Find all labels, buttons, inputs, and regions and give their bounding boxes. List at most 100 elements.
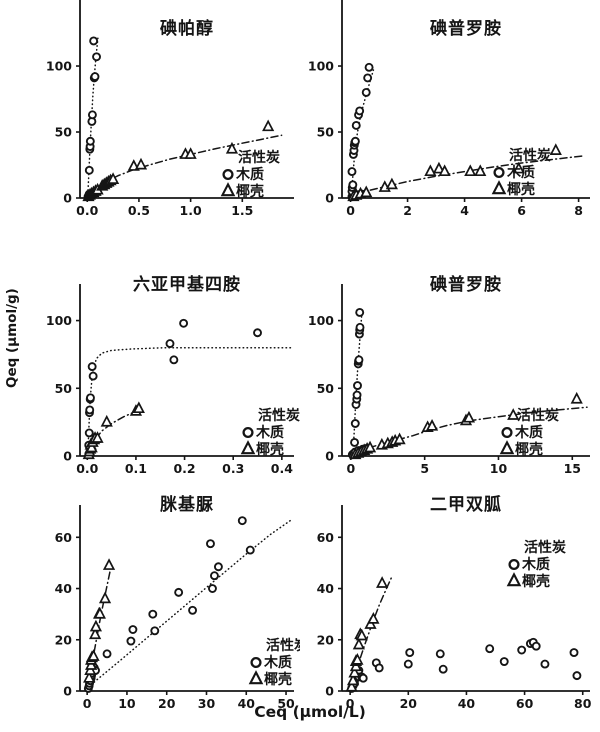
coconut-marker <box>549 143 562 155</box>
x-tick-label: 15 <box>564 461 581 476</box>
coconut-marker <box>512 161 525 174</box>
x-tick-label: 0.4 <box>271 461 293 476</box>
wood-marker <box>208 584 217 593</box>
wood-marker <box>354 355 364 365</box>
y-tick-label: 60 <box>55 530 73 545</box>
x-tick-label: 0 <box>346 696 355 711</box>
coconut-marker <box>98 591 112 604</box>
y-tick-label: 50 <box>55 125 73 140</box>
wood-marker <box>569 648 579 658</box>
wood-marker <box>92 52 101 62</box>
wood-marker <box>126 636 136 646</box>
coconut-marker <box>352 637 365 650</box>
coconut-marker <box>87 649 100 661</box>
wood-marker <box>84 165 94 175</box>
wood-marker <box>86 393 95 403</box>
wood-marker <box>102 649 112 659</box>
coconut-fit-line <box>355 155 586 196</box>
coconut-marker <box>462 410 476 423</box>
circle-icon <box>250 656 262 669</box>
x-tick-label: 20 <box>400 696 418 711</box>
wood-marker <box>350 438 359 447</box>
x-tick-label: 4 <box>460 203 469 218</box>
coconut-marker <box>106 172 120 184</box>
wood-marker <box>347 167 357 177</box>
circle-icon <box>493 166 505 179</box>
coconut-marker <box>93 606 106 619</box>
y-tick-label: 40 <box>55 581 73 596</box>
circle-icon <box>508 558 520 571</box>
coconut-marker <box>507 408 520 420</box>
x-tick-label: 80 <box>574 696 592 711</box>
wood-marker <box>148 609 158 619</box>
legend-item-coconut: 椰壳 <box>256 441 284 458</box>
triangle-icon <box>499 440 515 455</box>
x-tick-label: 2 <box>403 203 412 218</box>
wood-marker <box>353 381 362 391</box>
coconut-marker <box>225 141 239 154</box>
wood-marker <box>237 516 247 526</box>
subplot-iopromide-1: 碘普罗胺 0 2 4 6 8 0 50 100 活性炭 木质 椰壳 <box>300 0 600 244</box>
coconut-marker <box>363 440 377 453</box>
y-tick-label: 100 <box>308 313 334 328</box>
legend-item-wood: 木质 <box>506 164 535 181</box>
wood-marker <box>128 625 138 634</box>
legend-title: 活性炭 <box>266 637 300 654</box>
coconut-marker <box>376 576 389 588</box>
coconut-marker <box>348 665 361 678</box>
x-tick-label: 0 <box>347 461 356 476</box>
y-tick-label: 0 <box>63 684 72 699</box>
x-tick-label: 0.3 <box>222 461 244 476</box>
circle-icon <box>242 426 254 439</box>
wood-marker <box>84 428 94 438</box>
coconut-marker <box>346 673 360 686</box>
wood-marker <box>87 362 97 372</box>
y-tick-label: 0 <box>63 191 72 206</box>
wood-marker <box>517 645 527 655</box>
coconut-marker <box>83 670 96 683</box>
x-tick-label: 0.0 <box>76 203 98 218</box>
triangle-icon <box>220 182 236 197</box>
legend-item-wood: 木质 <box>235 166 264 183</box>
y-tick-label: 50 <box>317 381 335 396</box>
x-tick-label: 8 <box>574 203 583 218</box>
wood-marker <box>350 136 360 146</box>
x-tick-label: 50 <box>277 696 295 711</box>
wood-marker <box>350 419 360 428</box>
coconut-marker <box>345 679 358 692</box>
wood-marker <box>85 405 95 415</box>
wood-marker <box>403 659 413 669</box>
wood-marker <box>206 539 215 549</box>
wood-marker <box>90 72 100 82</box>
coconut-marker <box>464 164 477 177</box>
x-tick-label: 0.5 <box>128 203 150 218</box>
x-tick-label: 5 <box>420 461 429 476</box>
coconut-marker <box>360 185 373 198</box>
y-tick-label: 100 <box>46 313 72 328</box>
coconut-marker <box>425 418 439 431</box>
legend-item-wood: 木质 <box>263 654 292 671</box>
wood-marker <box>355 106 365 116</box>
circle-icon <box>222 168 234 181</box>
subplot-hexamethylenetetramine: 六亚甲基四胺 0.0 0.1 0.2 0.3 0.4 0 50 100 活性炭 木质 椰壳 <box>0 244 300 488</box>
x-tick-label: 40 <box>458 696 476 711</box>
legend-item-coconut: 椰壳 <box>264 671 292 688</box>
y-tick-label: 60 <box>317 530 335 545</box>
y-tick-label: 40 <box>317 581 335 596</box>
x-tick-label: 10 <box>490 461 508 476</box>
y-tick-label: 20 <box>55 632 73 647</box>
subplot-iopamidol: 碘帕醇 0.0 0.5 1.0 1.5 0 50 100 活性炭 木质 椰壳 <box>0 0 300 244</box>
coconut-marker <box>355 628 368 641</box>
legend-title: 活性炭 <box>517 407 559 424</box>
x-tick-label: 1.5 <box>231 203 253 218</box>
legend-title: 活性炭 <box>238 149 280 166</box>
x-tick-label: 60 <box>516 696 534 711</box>
legend-title: 活性炭 <box>509 147 551 164</box>
x-tick-label: 6 <box>517 203 526 218</box>
x-tick-label: 0.1 <box>125 461 147 476</box>
